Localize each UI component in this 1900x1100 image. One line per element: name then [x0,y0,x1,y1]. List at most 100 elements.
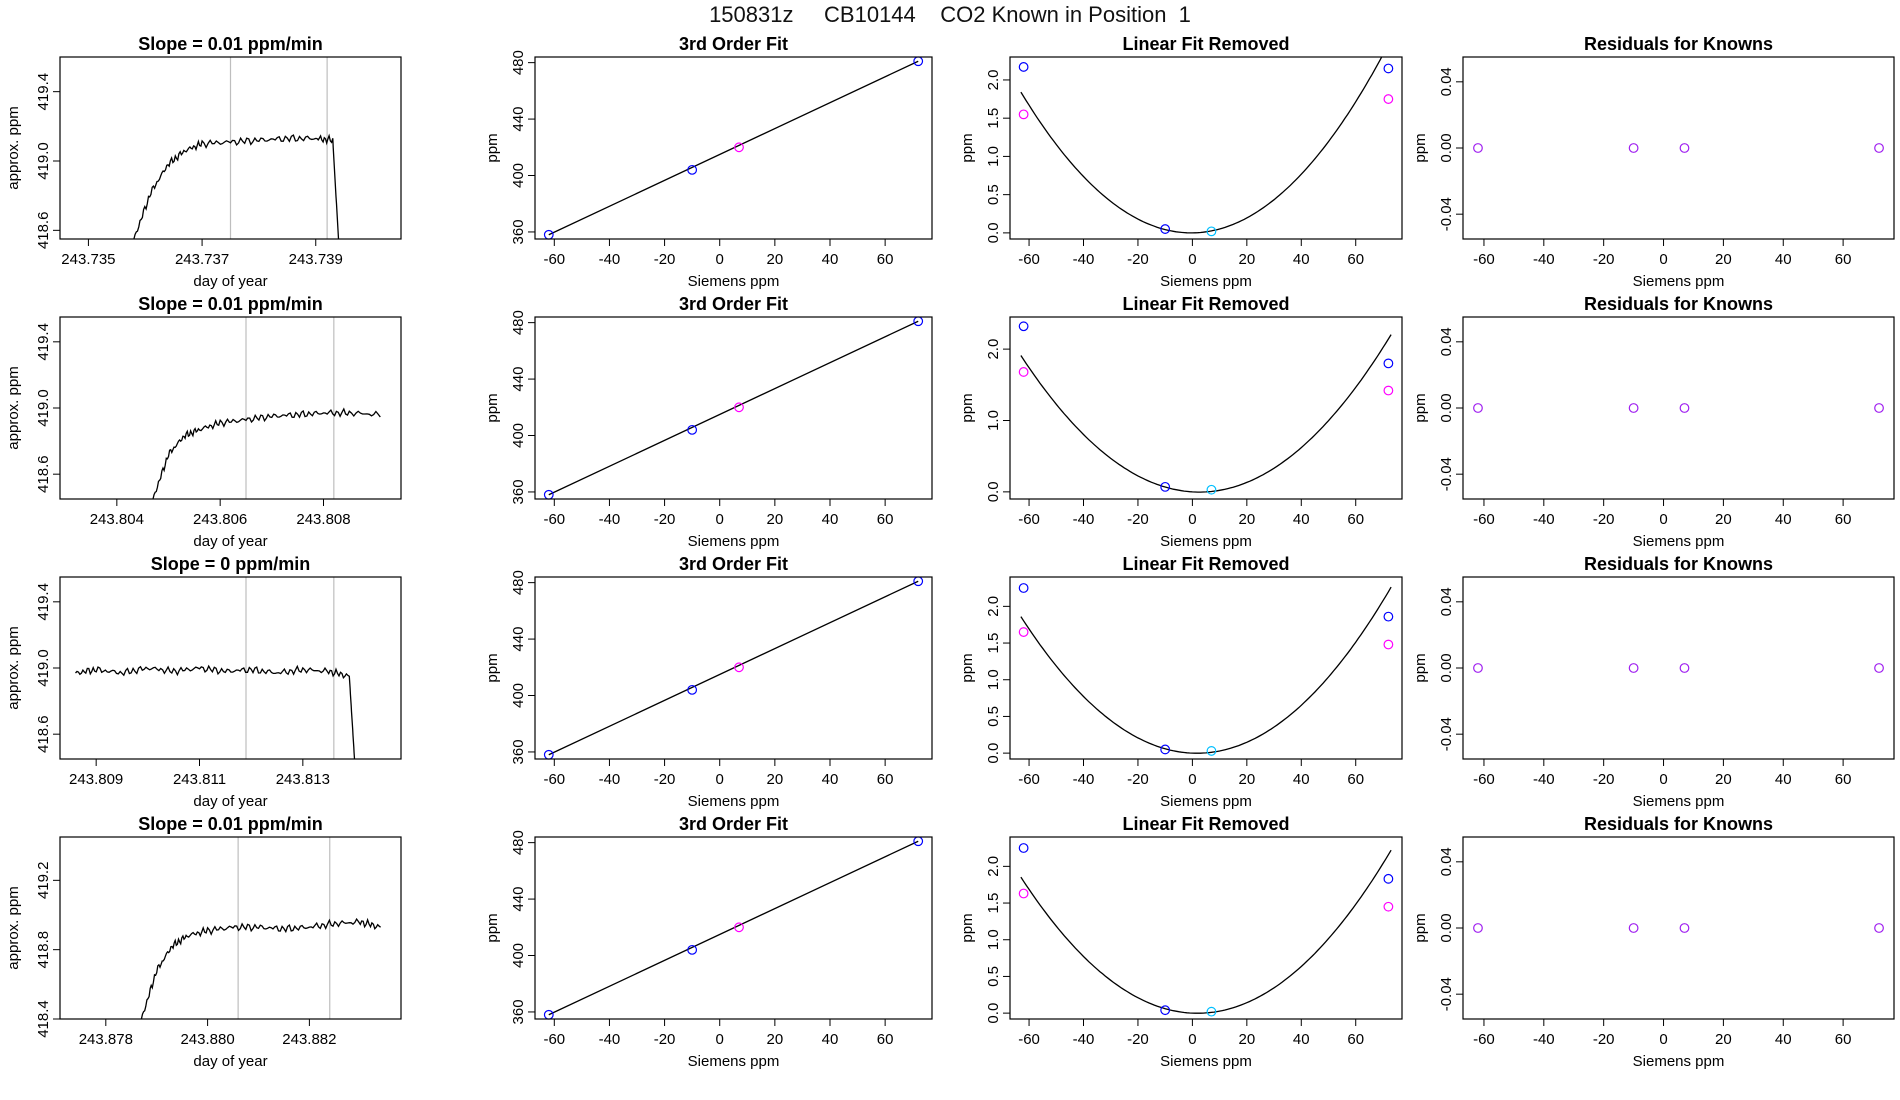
panel-linfit-row-2: Linear Fit Removed Siemens ppm ppm -60 -40 -2… [959,294,1403,550]
data-point [1628,923,1639,933]
data-point [1679,663,1690,673]
panel-title: Linear Fit Removed [1122,34,1289,54]
panel-title: Residuals for Knowns [1584,554,1773,574]
y-axis-label: ppm [484,653,501,682]
series-line [75,664,356,759]
x-tick-label: -20 [654,771,676,788]
y-tick-label: 0.5 [985,966,1002,987]
x-tick-label: -40 [599,1031,621,1048]
y-tick-label: 0.00 [1438,393,1455,422]
y-axis-label: approx. ppm [5,886,22,969]
x-tick-label: 20 [767,251,784,268]
x-tick-label: -40 [1533,511,1555,528]
x-tick-label: -60 [1473,511,1495,528]
x-tick-label: 243.878 [79,1031,133,1048]
x-tick-label: 20 [1238,1031,1255,1048]
x-tick-label: 40 [1293,251,1310,268]
panel-title: Residuals for Knowns [1584,34,1773,54]
data-point [1018,62,1029,72]
plot-frame [59,576,402,760]
x-axis-label: day of year [193,793,267,810]
y-tick-label: -0.04 [1438,717,1455,751]
x-tick-label: -20 [654,251,676,268]
y-tick-label: 419.2 [35,862,52,900]
panel-fit3-row-4: 3rd Order Fit Siemens ppm ppm -60 -40 -20 0 20 4… [484,814,933,1070]
y-tick-label: 0.0 [985,222,1002,243]
y-axis-label: approx. ppm [5,106,22,189]
y-tick-label: 0.0 [985,743,1002,764]
y-tick-label: 0.5 [985,706,1002,727]
y-tick-label: 1.5 [985,108,1002,129]
y-tick-label: 419.4 [35,583,52,621]
panel-resid-row-1: Residuals for Knowns Siemens ppm ppm -60 -40… [1412,34,1895,290]
y-tick-label: 0.5 [985,184,1002,205]
x-tick-label: 243.882 [282,1031,336,1048]
x-tick-label: 60 [1835,511,1852,528]
plot-frame [534,576,933,760]
x-tick-label: 40 [1293,511,1310,528]
y-tick-label: 0.00 [1438,653,1455,682]
x-tick-label: 243.739 [289,251,343,268]
x-tick-label: 60 [1347,1031,1364,1048]
panel-timeseries-row-3: Slope = 0 ppm/min day of year approx. ppm 2… [5,554,402,810]
data-point [687,424,698,435]
data-point [1206,1006,1217,1017]
x-tick-label: 0 [716,511,724,528]
x-tick-label: 40 [822,771,839,788]
x-tick-label: 20 [1238,511,1255,528]
y-tick-label: 2.0 [985,70,1002,91]
x-axis-label: Siemens ppm [1633,273,1725,290]
plot-frame [534,836,933,1020]
data-point [734,922,744,933]
data-point [687,164,698,175]
x-tick-label: -60 [1018,771,1040,788]
series-line [152,407,381,499]
y-tick-label: 418.6 [35,455,52,493]
data-point [1473,403,1483,413]
series-line [133,133,340,239]
y-tick-label: 0.00 [1438,133,1455,162]
x-tick-label: -40 [1073,511,1095,528]
y-axis-label: ppm [1412,913,1429,942]
y-tick-label: 0.00 [1438,913,1455,942]
panel-resid-row-3: Residuals for Knowns Siemens ppm ppm -60 -40… [1412,554,1895,810]
panel-title: Linear Fit Removed [1122,814,1289,834]
data-point [734,402,744,413]
x-tick-label: -40 [1073,771,1095,788]
panel-title: Residuals for Knowns [1584,294,1773,314]
plot-frame [59,316,402,500]
y-tick-label: 0.04 [1438,847,1455,876]
x-tick-label: 20 [767,511,784,528]
x-axis-label: Siemens ppm [688,533,780,550]
fit-curve [1020,849,1392,1014]
x-tick-label: 243.735 [61,251,115,268]
x-tick-label: -20 [1593,251,1615,268]
x-tick-label: 40 [822,251,839,268]
data-point [1018,109,1029,120]
x-tick-label: 40 [1775,251,1792,268]
x-tick-label: 60 [877,771,894,788]
data-point [1018,888,1029,899]
y-tick-label: 0.0 [985,481,1002,502]
x-tick-label: 20 [1715,1031,1732,1048]
y-axis-label: ppm [1412,133,1429,162]
y-tick-label: 400 [510,683,527,708]
y-tick-label: 418.6 [35,715,52,753]
panel-linfit-row-3: Linear Fit Removed Siemens ppm ppm -60 -40 -2… [959,554,1403,810]
plot-frame [1462,576,1895,760]
x-tick-label: 0 [1188,771,1196,788]
y-axis-label: ppm [1412,393,1429,422]
x-tick-label: 20 [767,771,784,788]
panel-timeseries-row-4: Slope = 0.01 ppm/min day of year approx. p… [5,814,402,1070]
plot-frame [59,836,402,1020]
x-tick-label: 60 [877,1031,894,1048]
x-axis-label: Siemens ppm [1160,1053,1252,1070]
data-point [1679,143,1690,153]
x-tick-label: -60 [1473,771,1495,788]
data-point [1018,627,1029,637]
y-axis-label: approx. ppm [5,366,22,449]
data-point [1160,1005,1171,1016]
panel-fit3-row-1: 3rd Order Fit Siemens ppm ppm -60 -40 -20 0 20 4… [484,34,933,290]
data-point [1628,143,1639,153]
